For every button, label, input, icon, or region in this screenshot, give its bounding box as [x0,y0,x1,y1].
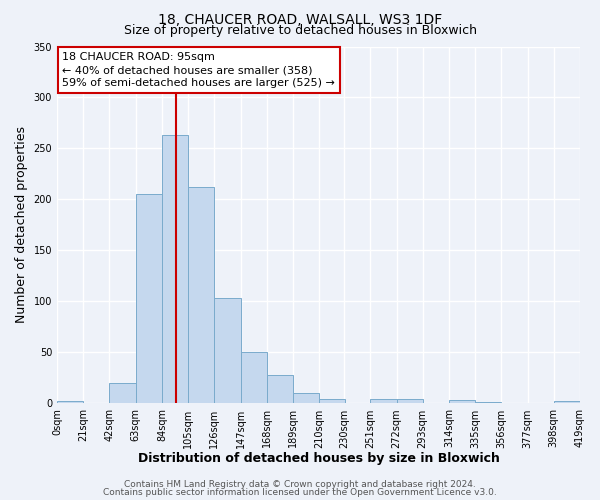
Bar [162,135,188,404]
X-axis label: Distribution of detached houses by size in Bloxwich: Distribution of detached houses by size … [137,452,499,465]
Text: 18 CHAUCER ROAD: 95sqm
← 40% of detached houses are smaller (358)
59% of semi-de: 18 CHAUCER ROAD: 95sqm ← 40% of detached… [62,52,335,88]
Bar [57,402,83,404]
Text: Size of property relative to detached houses in Bloxwich: Size of property relative to detached ho… [124,24,476,37]
Bar [241,352,267,404]
Bar [267,375,293,404]
Bar [109,383,136,404]
Bar [370,400,397,404]
Bar [449,400,475,404]
Text: 18, CHAUCER ROAD, WALSALL, WS3 1DF: 18, CHAUCER ROAD, WALSALL, WS3 1DF [158,12,442,26]
Text: Contains HM Land Registry data © Crown copyright and database right 2024.: Contains HM Land Registry data © Crown c… [124,480,476,489]
Bar [475,402,502,404]
Bar [397,400,423,404]
Bar [136,194,162,404]
Bar [293,394,319,404]
Bar [554,402,580,404]
Bar [319,400,346,404]
Text: Contains public sector information licensed under the Open Government Licence v3: Contains public sector information licen… [103,488,497,497]
Y-axis label: Number of detached properties: Number of detached properties [15,126,28,324]
Bar [214,298,241,404]
Bar [188,187,214,404]
